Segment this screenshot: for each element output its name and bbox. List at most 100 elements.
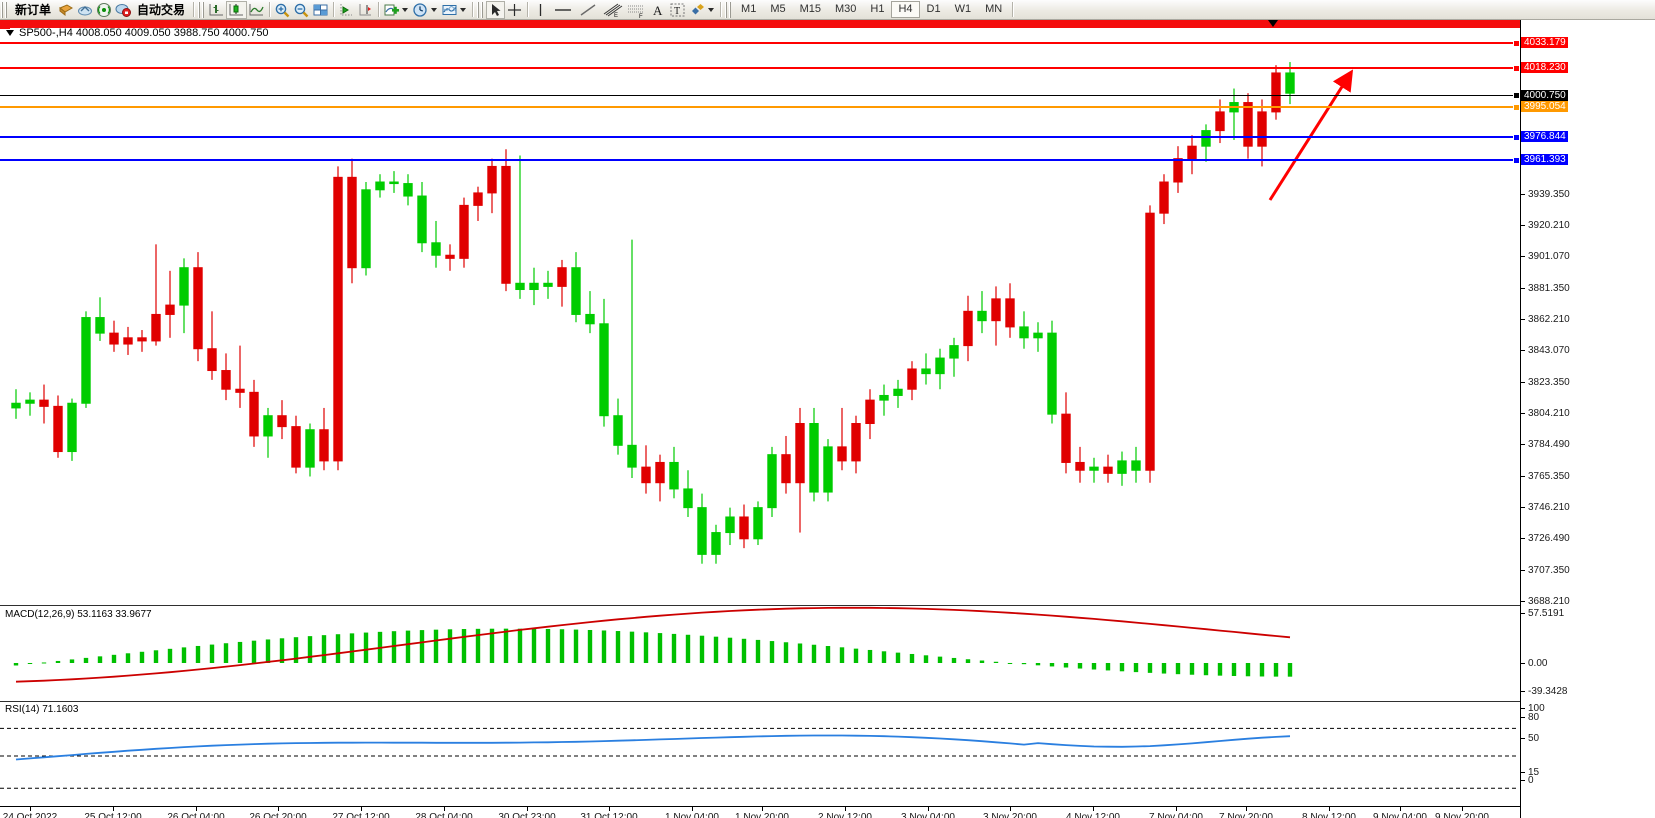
auto-trading-button[interactable]: 自动交易 [137, 3, 186, 17]
timeframe-m30[interactable]: M30 [835, 3, 857, 15]
fibonacci-icon[interactable]: F [624, 1, 648, 19]
price-level-line[interactable] [0, 157, 1520, 164]
time-tick [762, 807, 763, 811]
timeframe-m1[interactable]: M1 [741, 3, 757, 15]
time-scale[interactable]: 24 Oct 2022 25 Oct 12:00 26 Oct 04:00 26 Oc… [0, 806, 1520, 818]
price-level-handle[interactable] [1513, 92, 1520, 99]
toolbar-separator-7 [720, 2, 722, 17]
timeframe-h4[interactable]: H4 [891, 1, 920, 18]
new-order-button[interactable]: 新订单 [15, 3, 52, 17]
candlestick-series [11, 62, 1295, 564]
time-label: 7 Nov 20:00 [1219, 812, 1273, 818]
macd-indicator-label: MACD(12,26,9) 53.1163 33.9677 [5, 609, 152, 620]
price-level-handle[interactable] [1513, 40, 1520, 47]
price-scale[interactable]: 3939.350 3920.210 3901.070 3881.350 3862.210… [1520, 20, 1655, 818]
timeframe-m5[interactable]: M5 [770, 3, 786, 15]
time-tick [1329, 807, 1330, 811]
price-level-line[interactable] [0, 92, 1520, 99]
price-tick: 3688.210 [1521, 596, 1655, 607]
time-tick [1010, 807, 1011, 811]
rsi-tick: 100 [1521, 703, 1655, 714]
resistance-top-band [0, 20, 1520, 28]
price-level-handle[interactable] [1513, 104, 1520, 111]
toolbar-grip-3[interactable] [477, 1, 485, 18]
price-level-label[interactable]: 3995.054 [1521, 101, 1568, 112]
price-tick: 3901.070 [1521, 251, 1655, 262]
time-label: 24 Oct 2022 [2, 812, 58, 818]
timeframe-d1[interactable]: D1 [926, 3, 941, 15]
price-level-label[interactable]: 3961.393 [1521, 154, 1568, 165]
price-level-label[interactable]: 4018.230 [1521, 62, 1568, 73]
price-level-line[interactable] [0, 134, 1520, 141]
toolbar-grip-2[interactable] [198, 1, 206, 18]
line-chart-icon[interactable] [247, 1, 266, 19]
label-icon[interactable]: T [667, 1, 688, 19]
toolbar-separator-5 [472, 2, 474, 17]
zoom-in-icon[interactable] [273, 1, 292, 19]
indicators-add-icon[interactable] [382, 1, 401, 19]
vertical-line-icon[interactable] [531, 1, 550, 19]
chevron-down-icon-3[interactable] [460, 8, 467, 12]
toolbar-grip[interactable] [1, 1, 8, 18]
price-tick: 3804.210 [1521, 408, 1655, 419]
price-tick: 3746.210 [1521, 502, 1655, 513]
cloud-icon[interactable] [75, 1, 94, 19]
price-tick: 3784.490 [1521, 439, 1655, 450]
price-level-label[interactable]: 4033.179 [1521, 37, 1568, 48]
time-tick [1176, 807, 1177, 811]
price-tick: 3939.350 [1521, 189, 1655, 200]
crosshair-icon[interactable] [505, 1, 524, 19]
trend-arrow-annotation[interactable] [0, 20, 1520, 818]
price-level-line[interactable] [0, 104, 1520, 111]
time-tick [361, 807, 362, 811]
autotrading-icon[interactable] [113, 1, 132, 19]
rsi-pane-divider [0, 701, 1520, 702]
chevron-down-icon-2[interactable] [431, 8, 438, 12]
timeframe-h1[interactable]: H1 [870, 3, 885, 15]
chevron-down-icon-4[interactable] [708, 8, 715, 12]
grid-icon[interactable] [311, 1, 330, 19]
price-level-label[interactable]: 3976.844 [1521, 131, 1568, 142]
price-level-label[interactable]: 4000.750 [1521, 90, 1568, 101]
chart-container[interactable]: SP500-,H4 4008.050 4009.050 3988.750 400… [0, 20, 1655, 818]
toolbar-separator-4 [378, 2, 380, 17]
trendline-icon[interactable] [576, 1, 600, 19]
macd-pane-divider [0, 605, 1520, 606]
bar-chart-icon[interactable] [207, 1, 226, 19]
shapes-icon[interactable] [688, 1, 707, 19]
time-label: 30 Oct 23:00 [498, 812, 556, 818]
text-icon[interactable]: A [648, 1, 667, 19]
svg-text:T: T [674, 6, 680, 17]
price-level-handle[interactable] [1513, 134, 1520, 141]
shift-start-icon[interactable] [337, 1, 356, 19]
toolbar-grip-4[interactable] [725, 1, 733, 18]
macd-tick: 57.5191 [1521, 608, 1655, 619]
timeframe-w1[interactable]: W1 [954, 3, 972, 15]
svg-text:E: E [614, 13, 618, 18]
timeframe-mn[interactable]: MN [985, 3, 1003, 15]
shift-end-icon[interactable] [356, 1, 375, 19]
templates-icon[interactable] [440, 1, 459, 19]
time-tick [1246, 807, 1247, 811]
svg-text:A: A [653, 3, 663, 18]
toolbar-separator-6 [527, 2, 529, 17]
candlestick-chart-icon[interactable] [226, 0, 248, 19]
signal-icon[interactable] [94, 1, 113, 19]
price-level-handle[interactable] [1513, 157, 1520, 164]
horizontal-line-icon[interactable] [550, 1, 576, 19]
time-tick [845, 807, 846, 811]
period-clock-icon[interactable] [411, 1, 430, 19]
cursor-icon[interactable] [486, 0, 506, 19]
price-level-line[interactable] [0, 65, 1520, 72]
price-level-line[interactable] [0, 40, 1520, 47]
zoom-out-icon[interactable] [292, 1, 311, 19]
chevron-down-icon[interactable] [402, 8, 409, 12]
chart-menu-icon[interactable] [6, 29, 14, 36]
timeframe-m15[interactable]: M15 [799, 3, 821, 15]
rsi-indicator-label: RSI(14) 71.1603 [5, 704, 79, 715]
publish-icon[interactable] [56, 1, 75, 19]
price-level-handle[interactable] [1513, 65, 1520, 72]
toolbar-separator-8 [1012, 2, 1014, 17]
time-tick [609, 807, 610, 811]
equidistant-channel-icon[interactable]: E [600, 1, 624, 19]
